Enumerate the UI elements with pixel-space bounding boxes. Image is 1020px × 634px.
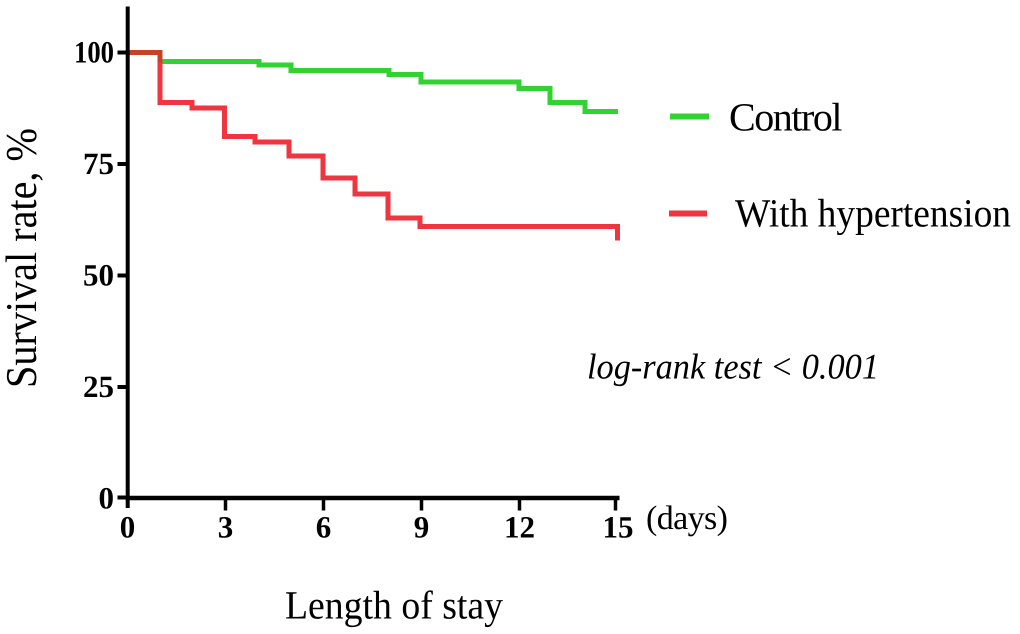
svg-text:25: 25 <box>83 369 114 404</box>
svg-text:12: 12 <box>504 510 535 545</box>
svg-text:50: 50 <box>83 258 114 293</box>
svg-text:log-rank test < 0.001: log-rank test < 0.001 <box>587 346 879 386</box>
svg-text:3: 3 <box>218 510 234 545</box>
svg-text:6: 6 <box>316 510 332 545</box>
svg-text:75: 75 <box>83 146 114 181</box>
svg-text:Survival rate, %: Survival rate, % <box>0 128 46 388</box>
svg-text:15: 15 <box>603 510 634 545</box>
svg-text:(days): (days) <box>646 500 728 537</box>
svg-text:0: 0 <box>120 510 136 545</box>
svg-text:Length of stay: Length of stay <box>285 583 503 628</box>
svg-text:0: 0 <box>99 481 115 516</box>
svg-text:With hypertension: With hypertension <box>735 191 1011 236</box>
svg-text:100: 100 <box>74 35 114 70</box>
svg-text:9: 9 <box>414 510 430 545</box>
svg-text:Control: Control <box>729 95 843 140</box>
